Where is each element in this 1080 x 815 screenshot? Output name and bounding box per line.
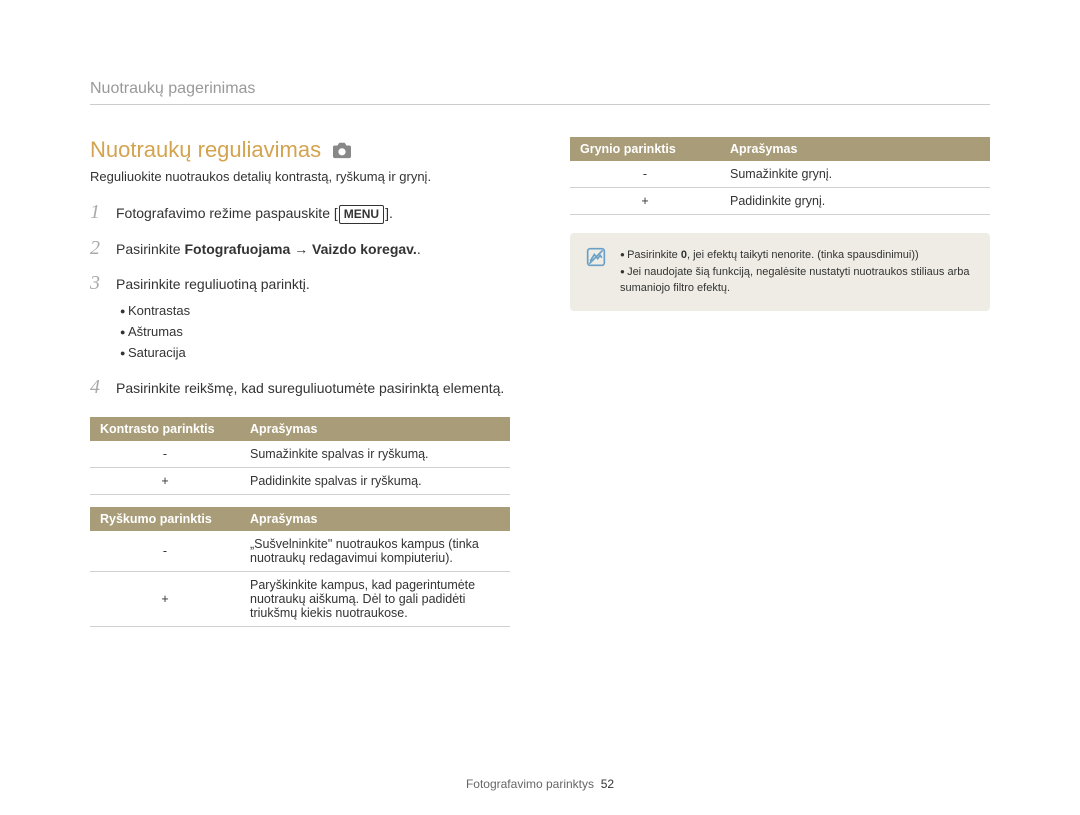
heading-row: Nuotraukų reguliavimas <box>90 137 510 163</box>
cell: Padidinkite grynį. <box>720 188 990 215</box>
table-header-row: Ryškumo parinktis Aprašymas <box>90 507 510 531</box>
cell: Sumažinkite grynį. <box>720 161 990 188</box>
left-column: Nuotraukų reguliavimas Reguliuokite nuot… <box>90 137 510 639</box>
note-list: Pasirinkite 0, jei efektų taikyti nenori… <box>620 247 974 297</box>
list-item: Saturacija <box>120 343 510 364</box>
right-column: Grynio parinktis Aprašymas - Sumažinkite… <box>570 137 990 639</box>
text: Pasirinkite <box>116 241 184 257</box>
table-row: + Padidinkite grynį. <box>570 188 990 215</box>
text: . <box>417 241 421 257</box>
step-text: Pasirinkite reikšmę, kad sureguliuotumėt… <box>116 377 504 399</box>
step-2: 2 Pasirinkite Fotografuojama → Vaizdo ko… <box>90 238 510 260</box>
option-list: Kontrastas Aštrumas Saturacija <box>120 301 510 363</box>
breadcrumb: Nuotraukų pagerinimas <box>90 80 990 98</box>
col-header: Aprašymas <box>240 507 510 531</box>
table-header-row: Kontrasto parinktis Aprašymas <box>90 417 510 441</box>
cell: - <box>90 531 240 572</box>
bold-text: Fotografuojama → Vaizdo koregav. <box>184 241 416 257</box>
step-number: 1 <box>90 202 106 222</box>
text: , jei efektų taikyti nenorite. (tinka sp… <box>687 249 919 261</box>
note-box: Pasirinkite 0, jei efektų taikyti nenori… <box>570 233 990 311</box>
cell: + <box>90 467 240 494</box>
cell: + <box>570 188 720 215</box>
step-number: 3 <box>90 273 106 293</box>
note-icon <box>586 247 606 267</box>
note-item: Jei naudojate šią funkciją, negalėsite n… <box>620 264 974 297</box>
text: Fotografavimo režime paspauskite [ <box>116 205 338 221</box>
text: ]. <box>385 205 393 221</box>
step-number: 2 <box>90 238 106 258</box>
footer-section: Fotografavimo parinktys <box>466 777 594 791</box>
list-item: Aštrumas <box>120 322 510 343</box>
contrast-table: Kontrasto parinktis Aprašymas - Sumažink… <box>90 417 510 495</box>
cell: „Sušvelninkite" nuotraukos kampus (tinka… <box>240 531 510 572</box>
sharpness-table: Ryškumo parinktis Aprašymas - „Sušvelnin… <box>90 507 510 627</box>
cell: - <box>90 441 240 468</box>
table-row: - Sumažinkite grynį. <box>570 161 990 188</box>
step-text: Pasirinkite Fotografuojama → Vaizdo kore… <box>116 238 421 260</box>
step-number: 4 <box>90 377 106 397</box>
step-1: 1 Fotografavimo režime paspauskite [MENU… <box>90 202 510 224</box>
subheading: Reguliuokite nuotraukos detalių kontrast… <box>90 169 510 184</box>
col-header: Ryškumo parinktis <box>90 507 240 531</box>
note-item: Pasirinkite 0, jei efektų taikyti nenori… <box>620 247 974 264</box>
two-column-layout: Nuotraukų reguliavimas Reguliuokite nuot… <box>90 137 990 639</box>
step-4: 4 Pasirinkite reikšmę, kad sureguliuotum… <box>90 377 510 399</box>
table-row: - Sumažinkite spalvas ir ryškumą. <box>90 441 510 468</box>
cell: + <box>90 571 240 626</box>
menu-button-label: MENU <box>339 205 384 224</box>
page-title: Nuotraukų reguliavimas <box>90 137 321 163</box>
camera-icon <box>331 141 353 159</box>
page-number: 52 <box>601 777 614 791</box>
step-text: Fotografavimo režime paspauskite [MENU]. <box>116 202 393 224</box>
cell: - <box>570 161 720 188</box>
page-footer: Fotografavimo parinktys 52 <box>0 777 1080 791</box>
cell: Sumažinkite spalvas ir ryškumą. <box>240 441 510 468</box>
step-text: Pasirinkite reguliuotiną parinktį. <box>116 273 310 295</box>
col-header: Aprašymas <box>720 137 990 161</box>
table-row: + Padidinkite spalvas ir ryškumą. <box>90 467 510 494</box>
table-row: - „Sušvelninkite" nuotraukos kampus (tin… <box>90 531 510 572</box>
list-item: Kontrastas <box>120 301 510 322</box>
step-3: 3 Pasirinkite reguliuotiną parinktį. <box>90 273 510 295</box>
saturation-table: Grynio parinktis Aprašymas - Sumažinkite… <box>570 137 990 215</box>
manual-page: Nuotraukų pagerinimas Nuotraukų reguliav… <box>0 0 1080 639</box>
table-row: + Paryškinkite kampus, kad pagerintumėte… <box>90 571 510 626</box>
divider <box>90 104 990 105</box>
text: Pasirinkite <box>627 249 681 261</box>
col-header: Grynio parinktis <box>570 137 720 161</box>
col-header: Kontrasto parinktis <box>90 417 240 441</box>
cell: Paryškinkite kampus, kad pagerintumėte n… <box>240 571 510 626</box>
table-header-row: Grynio parinktis Aprašymas <box>570 137 990 161</box>
cell: Padidinkite spalvas ir ryškumą. <box>240 467 510 494</box>
col-header: Aprašymas <box>240 417 510 441</box>
